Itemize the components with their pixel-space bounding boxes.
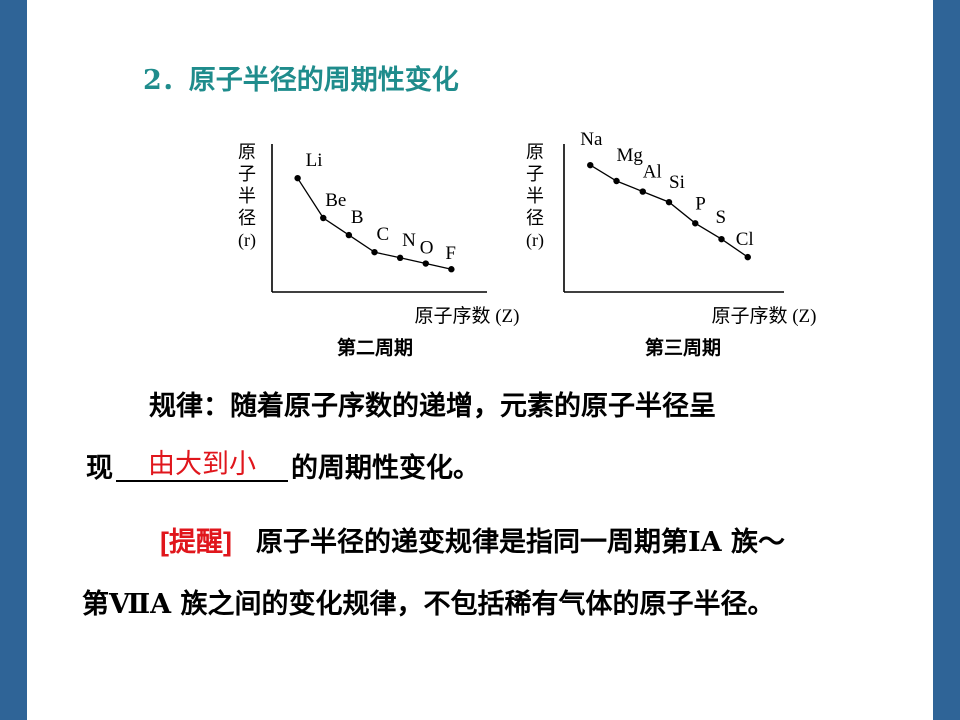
y-axis-label-char: 半 (238, 186, 256, 206)
data-label-li: Li (306, 150, 323, 171)
x-axis-label: 原子序数 (Z) (711, 305, 816, 327)
y-axis-label-char: (r) (238, 230, 256, 251)
data-point-be (320, 214, 327, 222)
data-point-mg (613, 177, 620, 185)
data-point-f (448, 266, 455, 273)
chart-caption: 第三周期 (645, 336, 721, 359)
tip-label: [提醒] (160, 527, 232, 557)
y-axis-label-char: 子 (526, 164, 544, 184)
data-label-b: B (351, 207, 364, 228)
data-point-si (665, 198, 673, 206)
data-label-c: C (377, 224, 390, 245)
data-point-n (396, 254, 404, 262)
rule-suffix: 的周期性变化。 (291, 453, 480, 484)
y-axis-label-char: 原 (526, 142, 544, 162)
data-point-na (587, 161, 594, 169)
right-side-bar (933, 0, 960, 720)
data-label-p: P (695, 193, 706, 214)
tip-line1: [提醒] 原子半径的递变规律是指同一周期第ⅠA 族～ (160, 520, 785, 559)
slide-title: 2．原子半径的周期性变化 (143, 65, 459, 96)
rule-text-line2: 现由大到小 的周期性变化。 (86, 446, 480, 486)
data-point-c (371, 248, 378, 256)
x-axis-label: 原子序数 (Z) (414, 305, 519, 327)
data-label-be: Be (325, 190, 346, 211)
data-point-al (639, 188, 646, 195)
data-point-o (422, 260, 429, 267)
data-label-o: O (420, 238, 434, 259)
y-axis-label-char: 径 (238, 208, 256, 228)
data-point-li (294, 174, 301, 182)
rule-text-line1: 规律：随着原子序数的递增，元素的原子半径呈 (149, 391, 716, 422)
y-axis-label-char: 径 (526, 208, 544, 228)
tip-text-line2: 第ⅦA 族之间的变化规律，不包括稀有气体的原子半径。 (82, 589, 775, 620)
y-axis-label-char: 子 (238, 164, 256, 184)
rule-answer-blank: 由大到小 (116, 450, 288, 482)
data-label-f: F (445, 243, 456, 264)
data-label-n: N (402, 230, 416, 251)
data-label-al: Al (643, 162, 662, 183)
data-point-b (345, 231, 353, 239)
y-axis-label-char: 原 (238, 142, 256, 162)
data-point-cl (744, 253, 751, 261)
left-side-bar (0, 0, 27, 720)
data-label-s: S (716, 207, 727, 228)
chart-caption: 第二周期 (337, 336, 413, 359)
data-point-p (692, 220, 699, 227)
y-axis-label-char: 半 (526, 186, 544, 206)
data-label-si: Si (669, 172, 685, 193)
data-point-s (718, 235, 725, 243)
tip-text-line1: 原子半径的递变规律是指同一周期第ⅠA 族～ (255, 527, 785, 558)
data-label-cl: Cl (736, 229, 754, 250)
data-label-na: Na (580, 129, 603, 150)
data-label-mg: Mg (617, 145, 644, 166)
y-axis-label-char: (r) (526, 230, 544, 251)
rule-prefix: 现 (86, 453, 113, 484)
